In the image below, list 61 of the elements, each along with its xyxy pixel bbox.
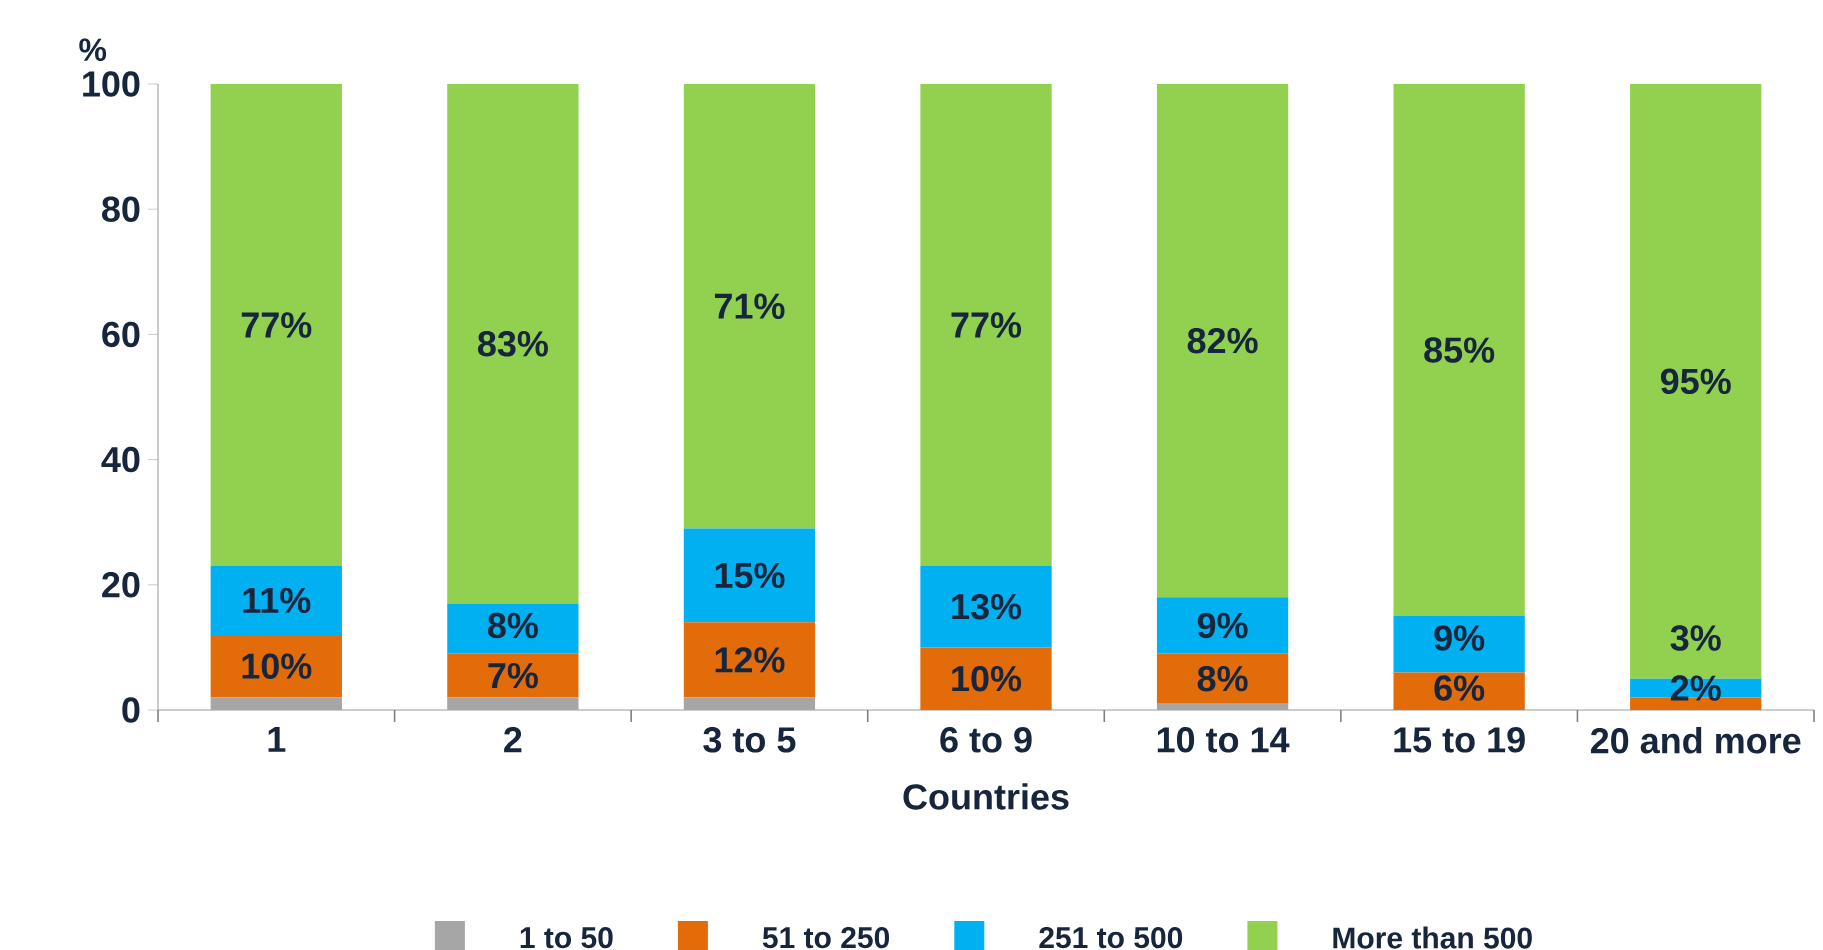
bar (210, 697, 342, 711)
data-label: 9% (1434, 625, 1485, 651)
data-label: 3% (1670, 625, 1721, 651)
legend-label: 251 to 500 (1039, 927, 1183, 949)
data-label: 11% (243, 587, 311, 614)
data-label: 71% (714, 293, 785, 319)
data-label: 95% (1660, 368, 1731, 395)
data-label: 83% (477, 331, 548, 357)
y-tick-label: 60 (102, 321, 140, 348)
y-axis-title: % (79, 38, 107, 61)
bar (683, 622, 816, 698)
bar (210, 84, 342, 567)
bar (210, 634, 342, 698)
y-tick-label: 80 (102, 196, 140, 222)
data-label: 10% (242, 653, 312, 679)
x-tick-label: 6 to 9 (940, 727, 1032, 753)
bar (1156, 597, 1289, 654)
bar (1156, 653, 1289, 704)
data-label: 9% (1197, 612, 1248, 639)
bar (1156, 84, 1289, 598)
data-label: 2% (1670, 675, 1721, 701)
x-tick-label: 1 (268, 727, 286, 752)
bar (447, 697, 579, 711)
bar (1393, 84, 1525, 617)
bar (683, 84, 816, 529)
legend-label: 1 to 50 (520, 927, 613, 949)
data-label: 6% (1434, 675, 1485, 701)
bar (920, 84, 1052, 567)
x-tick-label: 10 to 14 (1157, 727, 1290, 753)
x-tick-label: 3 to 5 (703, 727, 796, 753)
y-tick-label: 40 (101, 446, 140, 473)
bar (447, 653, 579, 698)
y-tick-label: 0 (122, 697, 140, 723)
data-label: 8% (1197, 665, 1248, 692)
data-label: 77% (241, 312, 312, 338)
x-axis-title: Countries (903, 783, 1069, 810)
data-label: 10% (952, 665, 1022, 692)
bar (1393, 616, 1525, 673)
data-label: 85% (1424, 337, 1495, 363)
data-label: 7% (488, 662, 538, 689)
legend-label: 51 to 250 (762, 927, 890, 949)
y-tick-label: 100 (83, 71, 140, 97)
bar (1156, 703, 1289, 711)
bar (920, 566, 1052, 648)
data-label: 13% (952, 593, 1022, 620)
x-tick-label: 20 and more (1590, 727, 1801, 754)
bar (447, 84, 579, 604)
bar (447, 603, 579, 654)
bar (920, 647, 1052, 711)
y-tick-label: 20 (102, 572, 140, 598)
bar (683, 528, 816, 623)
data-label: 82% (1187, 327, 1258, 354)
bar (210, 566, 342, 635)
bar (683, 697, 816, 711)
x-tick-label: 15 to 19 (1394, 727, 1525, 753)
legend-label: More than 500 (1333, 926, 1532, 949)
data-label: 15% (715, 562, 785, 589)
x-tick-label: 2 (504, 727, 522, 753)
data-label: 12% (715, 647, 785, 673)
data-label: 8% (487, 612, 538, 639)
data-label: 77% (951, 312, 1022, 338)
